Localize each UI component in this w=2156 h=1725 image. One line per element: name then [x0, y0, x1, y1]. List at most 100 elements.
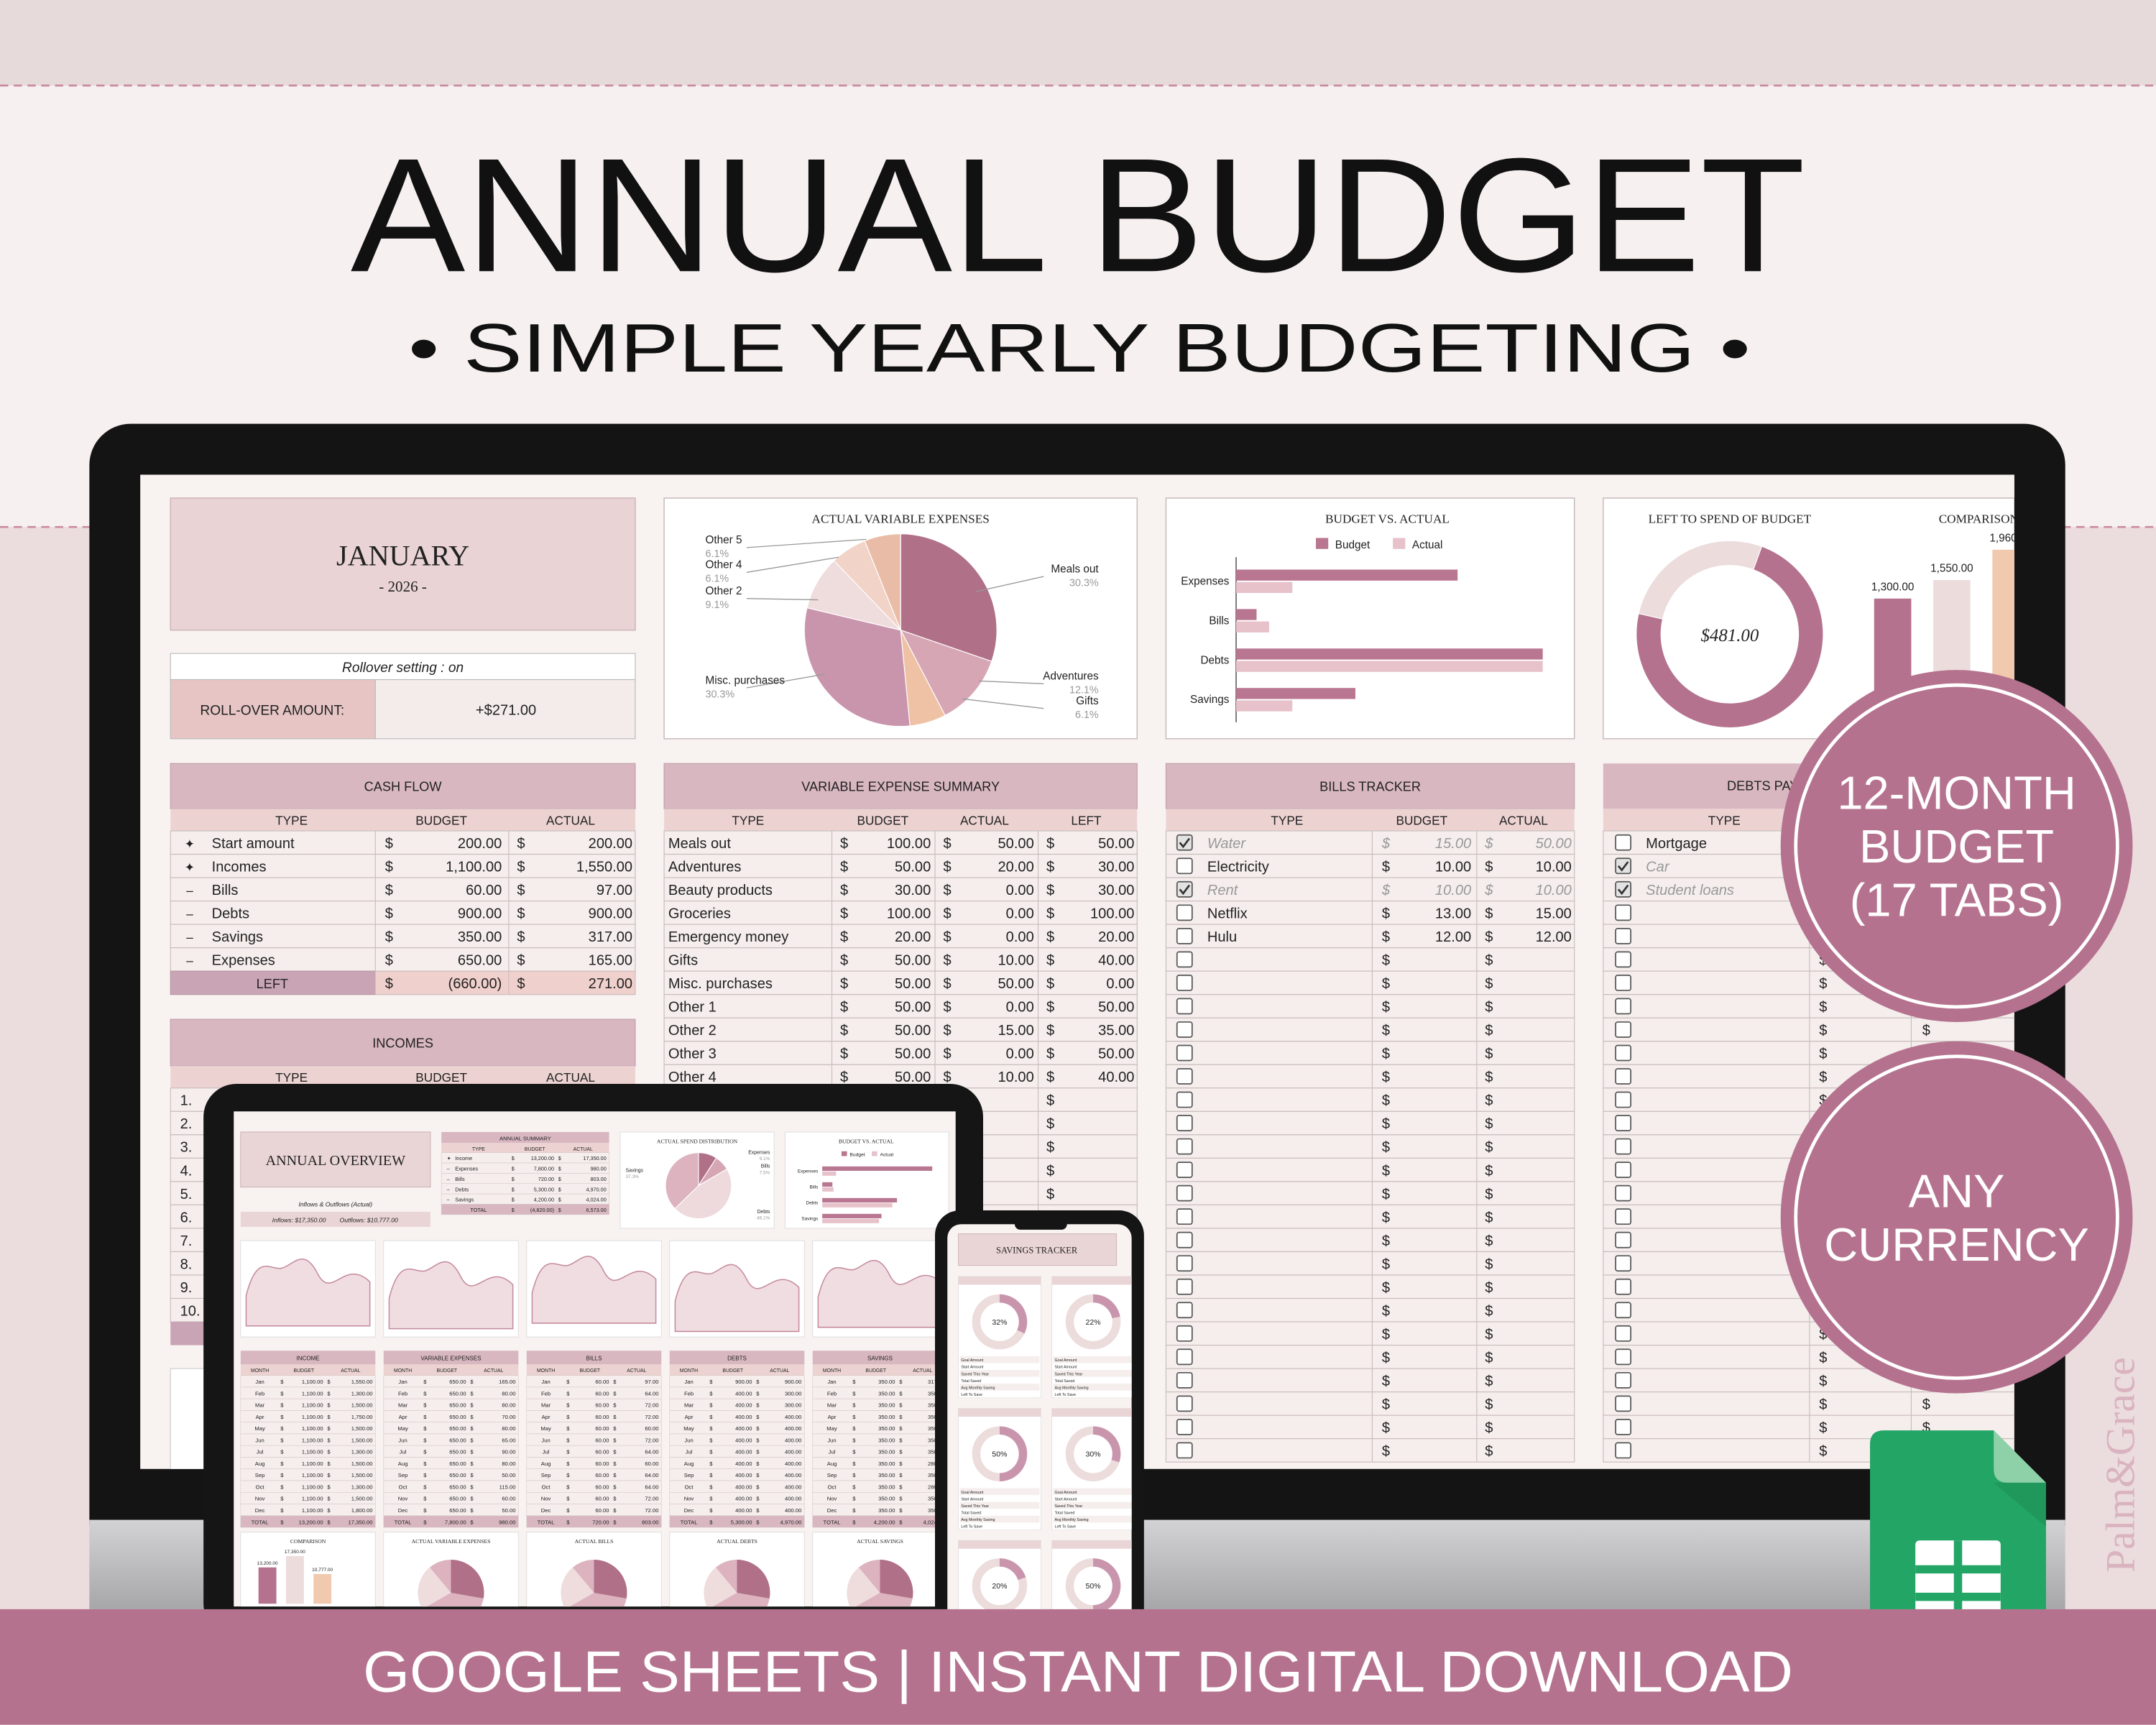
currency: $: [1382, 1093, 1390, 1109]
row-actual: 317.00: [589, 929, 632, 945]
row-actual: 165.00: [499, 1379, 515, 1385]
badge: [1780, 1041, 2133, 1394]
column-header: [664, 809, 1138, 831]
field-label: Total Saved: [1054, 1512, 1074, 1516]
row-actual: 115.00: [499, 1484, 516, 1490]
currency: $: [899, 1425, 903, 1432]
row-month: Oct: [685, 1484, 694, 1490]
currency: $: [327, 1425, 331, 1432]
row-type: Gifts: [668, 953, 698, 969]
bar: [822, 1187, 834, 1192]
currency: $: [327, 1449, 331, 1455]
currency: $: [840, 1046, 848, 1062]
row-type: Bills: [455, 1176, 465, 1182]
pie-label: Debts: [757, 1210, 770, 1215]
section-header: [170, 1018, 636, 1067]
currency: $: [1819, 1374, 1827, 1389]
pie-value: 46.1%: [757, 1215, 770, 1220]
checkbox: [1615, 951, 1631, 968]
inflows-box: [240, 1211, 430, 1228]
field-row: [959, 1363, 1040, 1370]
row-actual: 1,500.00: [351, 1402, 373, 1409]
row-number: 5.: [180, 1187, 193, 1202]
donut-value: [999, 1426, 1028, 1481]
row-number: 3.: [180, 1140, 193, 1156]
currency: $: [1819, 1046, 1827, 1062]
row-budget: 720.00: [538, 1176, 554, 1182]
row-actual: 97.00: [596, 883, 632, 898]
field-label: Start Amount: [1054, 1497, 1077, 1501]
row-actual: 70.00: [502, 1414, 515, 1420]
row-type: Adventures: [668, 859, 742, 875]
row-type: Debts: [212, 906, 249, 921]
row-actual: 50.00: [998, 976, 1034, 992]
phone-sheet: SAVINGS TRACKER 32% Goal Amount Start Amoun…: [958, 1233, 1132, 1624]
row-actual: 80.00: [502, 1402, 515, 1409]
currency: $: [1485, 1374, 1493, 1389]
checkbox: [1615, 1255, 1631, 1272]
checkmark: [1617, 884, 1629, 896]
slice: [674, 1168, 732, 1220]
currency: $: [1046, 953, 1054, 969]
currency: $: [840, 953, 848, 969]
column-label: TYPE: [732, 813, 764, 827]
currency: $: [517, 883, 525, 898]
table-row: [1165, 900, 1575, 925]
table-row: [1165, 1087, 1575, 1112]
pie-value: 7.5%: [760, 1170, 770, 1175]
chart-title: COMPARISON: [1939, 512, 2019, 525]
currency: $: [1046, 836, 1054, 852]
currency: $: [709, 1519, 713, 1525]
row-actual: 0.00: [1006, 929, 1034, 945]
currency: $: [423, 1390, 427, 1397]
footer-band: [0, 1609, 2156, 1725]
currency: $: [852, 1402, 856, 1409]
currency: $: [756, 1496, 760, 1502]
row-actual: 803.00: [591, 1176, 607, 1182]
table-row: [526, 1515, 662, 1528]
currency: $: [1046, 1187, 1054, 1202]
y-tick-label: Bills: [1209, 615, 1229, 627]
legend-swatch: [872, 1151, 877, 1156]
total-label: LEFT: [257, 977, 288, 991]
phone-title: SAVINGS TRACKER: [996, 1245, 1078, 1255]
currency: $: [1046, 1093, 1054, 1109]
currency: $: [280, 1496, 284, 1502]
checkbox: [1176, 1115, 1193, 1131]
currency: $: [470, 1390, 474, 1397]
row-month: Aug: [684, 1460, 694, 1467]
field-label: Goal Amount: [961, 1491, 983, 1495]
row-budget: 100.00: [887, 836, 931, 852]
row-month: Nov: [684, 1496, 694, 1502]
field-label: Saved This Year: [1054, 1372, 1082, 1376]
row-actual: 400.00: [785, 1460, 801, 1467]
currency: $: [1382, 1327, 1390, 1343]
checkmark: [1179, 884, 1191, 896]
currency: $: [1046, 1070, 1054, 1085]
row-budget: 5,300.00: [731, 1519, 752, 1525]
row-type: Expenses: [212, 953, 275, 969]
row-month: Mar: [684, 1402, 694, 1409]
chart-title: BUDGET VS. ACTUAL: [839, 1138, 894, 1144]
row-left: 20.00: [1098, 929, 1134, 945]
column-label: MONTH: [537, 1368, 555, 1374]
field-label: Left To Save: [961, 1393, 982, 1397]
currency: $: [327, 1414, 331, 1420]
subtitle: • SIMPLE YEARLY BUDGETING •: [408, 310, 1750, 387]
currency: $: [756, 1437, 760, 1443]
row-actual: 20.00: [998, 859, 1034, 875]
bar-label: 1,300.00: [1871, 581, 1915, 593]
row-actual: 60.00: [645, 1425, 658, 1432]
row-budget: (4,820.00): [530, 1207, 554, 1213]
currency: $: [327, 1496, 331, 1502]
checkbox: [1615, 1348, 1631, 1366]
currency: $: [512, 1176, 515, 1182]
row-left: 40.00: [1098, 953, 1134, 969]
row-budget: 100.00: [887, 906, 931, 921]
currency: $: [1485, 929, 1493, 945]
donut-value: [1093, 1294, 1120, 1319]
bar-label: 10,777.00: [312, 1568, 333, 1573]
row-actual: 17,350.00: [348, 1519, 372, 1525]
currency: $: [840, 1070, 848, 1085]
